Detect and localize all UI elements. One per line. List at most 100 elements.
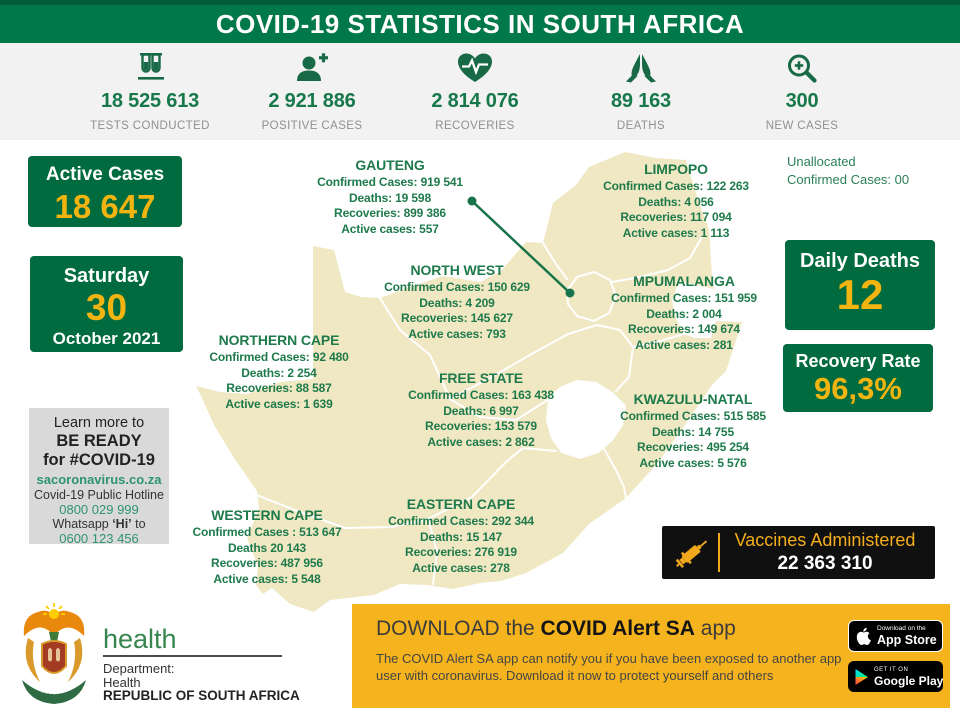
download-heading: DOWNLOAD the COVID Alert SA app bbox=[376, 617, 736, 640]
app-store-badge[interactable]: Download on the App Store bbox=[848, 620, 943, 652]
lesotho-hole bbox=[545, 379, 627, 460]
province-stat-line: Deaths: 6 997 bbox=[443, 403, 519, 418]
vaccines-value: 22 363 310 bbox=[777, 553, 873, 574]
header-banner: COVID-19 STATISTICS IN SOUTH AFRICA bbox=[0, 0, 960, 43]
province-name: NORTH WEST bbox=[410, 262, 504, 278]
summary-stat-value: 2 814 076 bbox=[431, 90, 519, 112]
province-stat-line: Deaths: 15 147 bbox=[420, 529, 502, 544]
daily-deaths-box: Daily Deaths 12 bbox=[785, 240, 935, 330]
header-top-strip bbox=[0, 0, 960, 5]
summary-stat: 89 163 DEATHS bbox=[546, 51, 736, 132]
province-stat-line: Confirmed Cases: 151 959 bbox=[611, 291, 757, 305]
province-stat-line: Confirmed Cases: 92 480 bbox=[209, 350, 349, 364]
province-name: FREE STATE bbox=[438, 370, 524, 386]
province-stat-line: Confirmed Cases: 122 263 bbox=[603, 179, 749, 193]
google-play-line1: GET IT ON bbox=[874, 666, 909, 673]
province-name: MPUMALANGA bbox=[633, 273, 735, 289]
date-month-year: October 2021 bbox=[52, 329, 161, 348]
date-box: Saturday 30 October 2021 bbox=[30, 256, 183, 352]
active-cases-box: Active Cases 18 647 bbox=[28, 156, 182, 227]
vaccines-label: Vaccines Administered bbox=[734, 530, 916, 550]
unallocated-line2: Confirmed Cases: 00 bbox=[787, 171, 910, 187]
summary-stat-label: POSITIVE CASES bbox=[261, 120, 363, 132]
recovery-rate-label: Recovery Rate bbox=[795, 351, 921, 371]
province-stat-line: Recoveries: 88 587 bbox=[226, 381, 332, 396]
province-stat-line: Active cases: 793 bbox=[408, 327, 506, 342]
province-stat-line: Recoveries: 153 579 bbox=[425, 419, 537, 434]
test-tubes-icon bbox=[55, 51, 245, 87]
province-stats: KWAZULU-NATAL Confirmed Cases: 515 585 De… bbox=[620, 391, 766, 472]
province-stat-line: Deaths: 4 056 bbox=[638, 194, 714, 209]
summary-stat: 18 525 613 TESTS CONDUCTED bbox=[55, 51, 245, 132]
province-name: GAUTENG bbox=[355, 157, 425, 173]
province-name: LIMPOPO bbox=[644, 161, 708, 177]
recovery-rate-value: 96,3% bbox=[814, 371, 902, 406]
daily-deaths-label: Daily Deaths bbox=[799, 250, 921, 272]
download-body: The COVID Alert SA app can notify you if… bbox=[376, 651, 842, 683]
summary-stat-label: NEW CASES bbox=[765, 120, 839, 132]
summary-stat-label: RECOVERIES bbox=[435, 120, 515, 132]
province-stats: NORTHERN CAPE Confirmed Cases: 92 480 Dea… bbox=[209, 332, 348, 413]
province-stat-line: Active cases: 1 113 bbox=[622, 226, 730, 241]
info-line2: BE READY bbox=[56, 432, 142, 450]
gauteng-callout-line bbox=[467, 196, 575, 298]
province-stat-line: Recoveries: 276 919 bbox=[405, 545, 517, 560]
province-name: WESTERN CAPE bbox=[211, 507, 323, 523]
download-banner: DOWNLOAD the COVID Alert SA app The COVI… bbox=[352, 604, 950, 708]
praying-hands-icon bbox=[546, 51, 736, 87]
province-stats: WESTERN CAPE Confirmed Cases : 513 647 De… bbox=[193, 507, 342, 588]
province-stat-line: Active cases: 2 862 bbox=[427, 435, 535, 450]
google-play-badge[interactable]: GET IT ON Google Play bbox=[848, 661, 943, 692]
province-stat-line: Active cases: 5 576 bbox=[639, 456, 747, 471]
province-stat-line: Confirmed Cases : 513 647 bbox=[192, 525, 342, 539]
province-stat-line: Recoveries: 495 254 bbox=[637, 440, 749, 455]
google-play-line2: Google Play bbox=[874, 673, 944, 688]
province-stat-line: Confirmed Cases: 515 585 bbox=[620, 409, 766, 423]
info-box: Learn more to BE READY for #COVID-19 sac… bbox=[29, 408, 169, 546]
province-stats: MPUMALANGA Confirmed Cases: 151 959 Death… bbox=[611, 273, 757, 354]
info-line3: for #COVID-19 bbox=[43, 451, 155, 469]
province-stat-line: Deaths: 2 004 bbox=[646, 306, 722, 321]
summary-stat-value: 300 bbox=[785, 90, 819, 112]
province-stat-line: Recoveries: 899 386 bbox=[334, 206, 446, 221]
active-cases-value: 18 647 bbox=[54, 188, 156, 225]
province-stat-line: Recoveries: 117 094 bbox=[620, 210, 732, 225]
vaccines-box: Vaccines Administered 22 363 310 bbox=[662, 526, 935, 579]
page-title: COVID-19 STATISTICS IN SOUTH AFRICA bbox=[215, 8, 745, 39]
active-cases-label: Active Cases bbox=[45, 164, 165, 185]
map-outline bbox=[196, 152, 742, 612]
province-name: NORTHERN CAPE bbox=[218, 332, 340, 348]
summary-stat: 2 921 886 POSITIVE CASES bbox=[217, 51, 407, 132]
province-stats: NORTH WEST Confirmed Cases: 150 629 Death… bbox=[384, 262, 530, 343]
province-stat-line: Deaths: 19 598 bbox=[349, 190, 431, 205]
summary-stat-value: 89 163 bbox=[611, 90, 671, 112]
province-name: EASTERN CAPE bbox=[406, 496, 516, 512]
province-stat-line: Active cases: 281 bbox=[635, 338, 733, 353]
province-stat-line: Deaths: 4 209 bbox=[419, 295, 495, 310]
province-stat-line: Confirmed Cases: 919 541 bbox=[317, 175, 463, 189]
header-main: COVID-19 STATISTICS IN SOUTH AFRICA bbox=[0, 5, 960, 43]
province-stat-line: Active cases: 5 548 bbox=[213, 572, 321, 587]
summary-stat: 2 814 076 RECOVERIES bbox=[380, 51, 570, 132]
daily-deaths-value: 12 bbox=[836, 271, 884, 318]
apple-icon bbox=[856, 627, 871, 645]
province-stats: FREE STATE Confirmed Cases: 163 438 Death… bbox=[408, 370, 554, 451]
unallocated-line1: Unallocated bbox=[787, 154, 856, 169]
unallocated-cases: Unallocated Confirmed Cases: 00 bbox=[787, 153, 909, 188]
summary-stat: 300 NEW CASES bbox=[707, 51, 897, 132]
province-stat-line: Deaths: 2 254 bbox=[241, 365, 317, 380]
province-stats: EASTERN CAPE Confirmed Cases: 292 344 Dea… bbox=[388, 496, 534, 577]
summary-stat-label: DEATHS bbox=[616, 120, 666, 132]
info-website-link[interactable]: sacoronavirus.co.za bbox=[36, 472, 162, 487]
info-hotline-number: 0800 029 999 bbox=[59, 502, 139, 517]
date-day: 30 bbox=[85, 287, 128, 328]
summary-stat-value: 2 921 886 bbox=[268, 90, 356, 112]
summary-stat-value: 18 525 613 bbox=[100, 90, 200, 112]
province-stat-line: Deaths: 14 755 bbox=[652, 424, 734, 439]
province-name: KWAZULU-NATAL bbox=[633, 391, 753, 407]
province-stat-line: Deaths 20 143 bbox=[227, 540, 307, 555]
province-stats: LIMPOPO Confirmed Cases: 122 263 Deaths: … bbox=[603, 161, 749, 242]
date-weekday: Saturday bbox=[63, 265, 150, 287]
province-stat-line: Confirmed Cases: 150 629 bbox=[384, 280, 530, 294]
